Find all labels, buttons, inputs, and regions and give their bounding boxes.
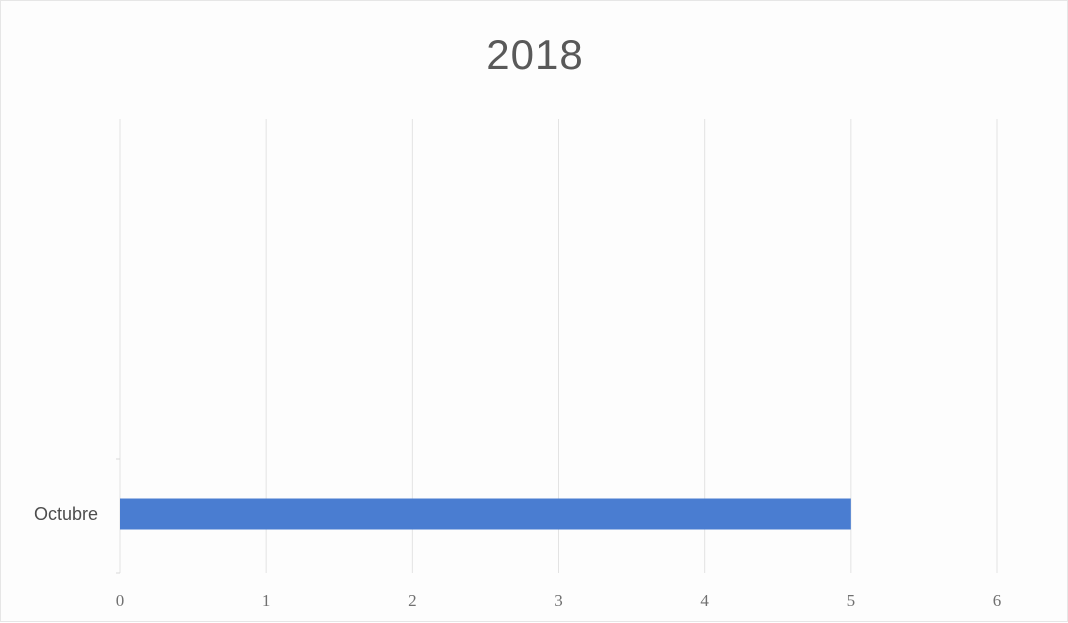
x-tick-label-5: 5 xyxy=(847,591,856,610)
category-label: Octubre xyxy=(34,504,98,524)
x-tick-label-1: 1 xyxy=(262,591,271,610)
x-tick-label-3: 3 xyxy=(554,591,563,610)
chart-title: 2018 xyxy=(486,31,584,78)
x-tick-label-6: 6 xyxy=(993,591,1002,610)
x-tick-label-0: 0 xyxy=(116,591,125,610)
x-tick-label-4: 4 xyxy=(700,591,709,610)
x-tick-label-2: 2 xyxy=(408,591,417,610)
bar-octubre xyxy=(120,498,851,530)
